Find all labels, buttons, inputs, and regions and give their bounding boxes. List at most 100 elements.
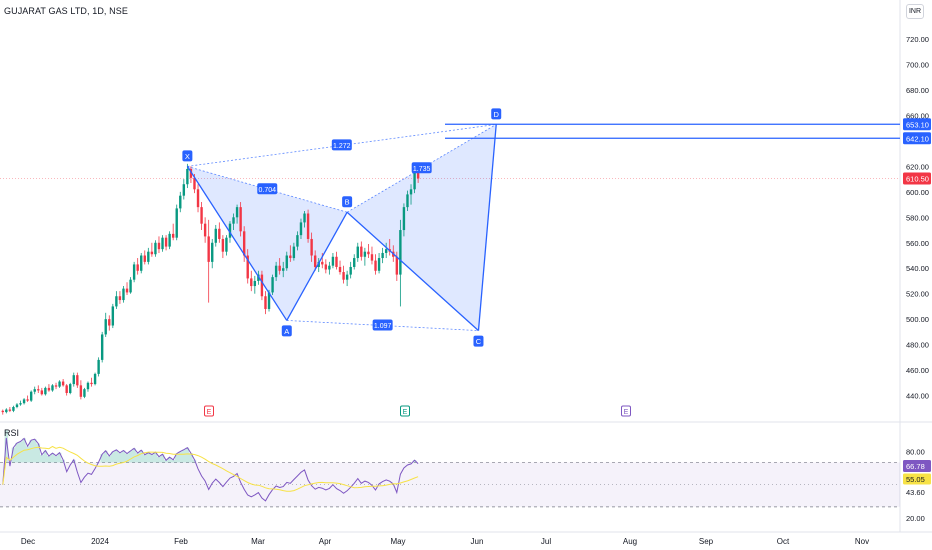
rsi-ma-line [2, 445, 419, 492]
ratio-label-text: 1.097 [374, 323, 392, 330]
candle [5, 408, 8, 414]
candle-body [292, 246, 296, 259]
candle-body [264, 296, 267, 309]
candle-body [12, 406, 15, 411]
candle [182, 179, 186, 200]
candle-body [267, 292, 271, 309]
candle-body [232, 217, 235, 224]
candle [196, 184, 200, 213]
candle-body [310, 238, 313, 256]
candle [29, 390, 33, 402]
candle [90, 377, 93, 387]
candle-body [5, 409, 8, 413]
time-tick-label: Dec [21, 537, 35, 546]
rsi-pane-title[interactable]: RSI [4, 428, 20, 438]
candle [164, 235, 168, 251]
candle-body [47, 387, 51, 391]
candle [335, 251, 338, 270]
candle [360, 241, 363, 261]
candle-body [61, 381, 65, 386]
price-label-text: 642.10 [906, 134, 929, 143]
candle [186, 163, 189, 189]
candle-body [19, 403, 22, 405]
candle [22, 398, 26, 405]
candle-body [260, 274, 264, 297]
candle-body [289, 255, 292, 259]
candle [125, 282, 129, 295]
candle [104, 312, 107, 337]
rsi-overbought-fill [4, 430, 417, 463]
candle-body [416, 171, 420, 179]
candle-body [299, 222, 303, 236]
candle [211, 238, 214, 269]
time-tick-label: Jun [471, 537, 484, 546]
ratio-label-bg [372, 319, 393, 331]
candle [349, 261, 352, 279]
candle [242, 226, 246, 262]
rsi-tick-label: 80.00 [906, 447, 925, 456]
symbol-title[interactable]: GUJARAT GAS LTD, 1D, NSE [4, 6, 128, 16]
candle-body [171, 233, 175, 238]
pattern-point-c: C [473, 335, 484, 347]
candle-body [377, 258, 381, 271]
candle [331, 252, 335, 269]
pattern-ratio-label: 1.097 [372, 319, 393, 331]
candle [232, 213, 235, 231]
ratio-label-bg [411, 162, 432, 174]
point-label-bg [473, 335, 484, 347]
candle-body [140, 255, 143, 271]
candle [69, 382, 72, 395]
candle [76, 372, 79, 388]
candle-body [409, 189, 413, 195]
ratio-label-text: 1.272 [333, 143, 351, 150]
earnings-marker: E [621, 405, 631, 417]
candle-body [384, 249, 388, 253]
candle-body [321, 261, 324, 265]
candle-body [200, 207, 203, 224]
candle-body [221, 238, 225, 252]
ratio-label-bg [257, 183, 278, 195]
candle-body [345, 274, 349, 280]
candle-body [282, 268, 285, 271]
candle-body [76, 375, 79, 386]
candle-body [154, 242, 157, 255]
candle [83, 387, 86, 399]
candle [132, 261, 136, 283]
pattern-triangle-bcd [347, 124, 497, 331]
candle [154, 240, 157, 257]
candle-body [125, 288, 129, 293]
earnings-marker-letter: E [624, 409, 629, 416]
candle [200, 202, 203, 231]
candle-body [179, 195, 182, 209]
candle-body [58, 381, 61, 387]
candle [221, 235, 225, 259]
price-axis-label: 610.50 [903, 172, 931, 185]
earnings-marker-box [621, 405, 631, 417]
candle [157, 236, 161, 253]
candle-body [1, 410, 4, 413]
price-tick-label: 500.00 [906, 315, 929, 324]
candle-body [253, 280, 257, 287]
candle [100, 331, 104, 363]
candle-body [40, 390, 44, 395]
price-tick-label: 480.00 [906, 341, 929, 350]
candle-body [132, 264, 136, 280]
rsi-band [0, 462, 900, 507]
candle [282, 261, 285, 278]
point-label-text: B [345, 198, 350, 207]
candle [26, 395, 29, 402]
price-tick-label: 540.00 [906, 264, 929, 273]
candle [406, 190, 409, 211]
candle-body [239, 207, 242, 232]
candle-body [97, 359, 100, 374]
time-tick-label: Oct [777, 537, 790, 546]
candle [356, 242, 359, 262]
pattern-point-d: D [491, 108, 502, 120]
candle [239, 202, 242, 237]
candle [136, 258, 139, 275]
candle-body [374, 260, 377, 271]
point-label-text: X [185, 152, 190, 161]
currency-badge[interactable]: INR [906, 4, 924, 19]
